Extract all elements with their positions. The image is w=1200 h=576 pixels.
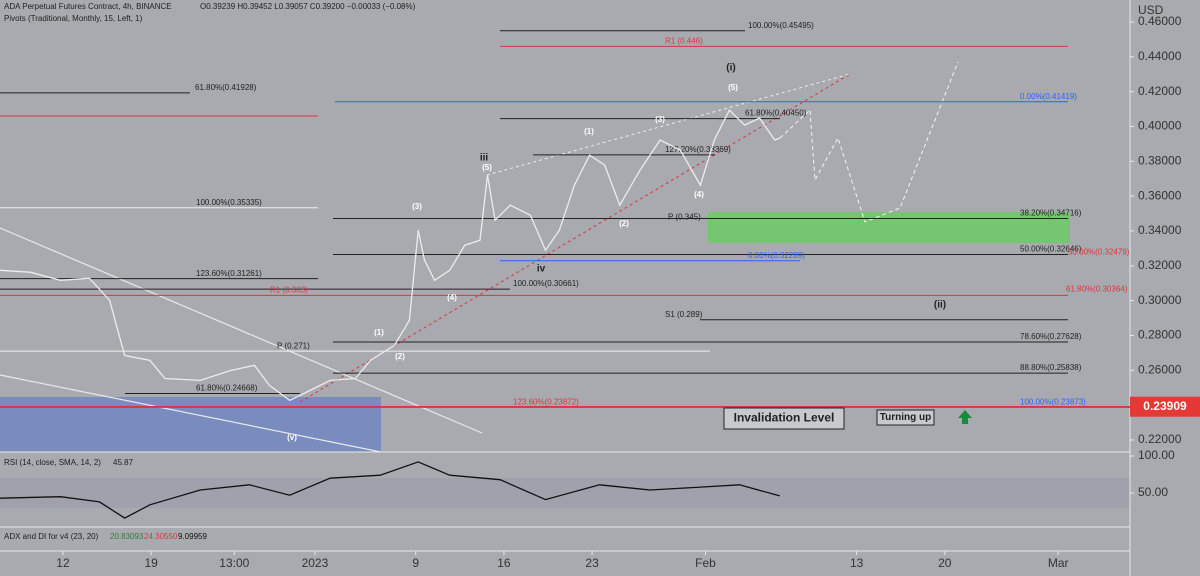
- y-tick-label: 0.30000: [1138, 293, 1182, 307]
- level-label: 100.00%(0.23873): [1020, 397, 1086, 406]
- annotation: Turning up: [880, 412, 931, 423]
- y-tick-label: 0.44000: [1138, 49, 1182, 63]
- x-tick-label: 13: [850, 556, 864, 570]
- rsi-title: RSI (14, close, SMA, 14, 2): [4, 458, 101, 467]
- x-tick-label: 9: [412, 556, 419, 570]
- level-label: S1 (0.289): [665, 310, 703, 319]
- y-tick-label: 0.40000: [1138, 119, 1182, 133]
- level-label: 123.60%(0.23872): [513, 397, 579, 406]
- level-label: 61.80%(0.40450): [745, 109, 807, 118]
- wave-label: iii: [480, 153, 489, 164]
- rsi-band: [0, 478, 1130, 508]
- ohlc: O0.39239 H0.39452 L0.39057 C0.39200 −0.0…: [200, 2, 416, 11]
- level-label: 100.00%(0.35335): [196, 198, 262, 207]
- x-tick-label: 23: [585, 556, 599, 570]
- wave-label: (2): [619, 219, 629, 228]
- symbol: ADA Perpetual Futures Contract, 4h, BINA…: [4, 2, 172, 11]
- x-tick-label: 19: [144, 556, 158, 570]
- x-tick-label: 2023: [302, 556, 329, 570]
- x-tick-label: Mar: [1048, 556, 1069, 570]
- y-tick-label: 0.34000: [1138, 223, 1182, 237]
- level-label: R1 (0.303): [270, 286, 308, 295]
- annotation: Invalidation Level: [734, 411, 835, 425]
- wave-label: (ii): [934, 300, 946, 311]
- y-tick-label: 0.38000: [1138, 153, 1182, 167]
- level-label: 61.80%(0.41928): [195, 83, 257, 92]
- y-tick-label: 0.46000: [1138, 14, 1182, 28]
- rsi-line: [0, 461, 780, 519]
- adx-reading: 24.30550: [144, 532, 178, 541]
- wave-label: (v): [287, 433, 297, 442]
- y-tick-label: 0.22000: [1138, 432, 1182, 446]
- demand-zone: [0, 397, 381, 452]
- wave-label: (1): [584, 127, 594, 136]
- level-label: R1 (0.446): [665, 36, 703, 45]
- rsi-value: 45.87: [113, 458, 134, 467]
- y-tick-label: 0.26000: [1138, 362, 1182, 376]
- level-label: 100.00%(0.30661): [513, 279, 579, 288]
- level-label: 88.80%(0.25838): [1020, 363, 1082, 372]
- pivots: Pivots (Traditional, Monthly, 15, Left, …: [4, 14, 143, 23]
- level-label: 100.00%(0.45495): [748, 21, 814, 30]
- wave-label: iv: [537, 264, 546, 275]
- y-tick-label: 0.36000: [1138, 188, 1182, 202]
- y-tick-label: 0.32000: [1138, 258, 1182, 272]
- level-label: 0.00%(0.32289): [748, 251, 805, 260]
- wave-label: (4): [694, 190, 704, 199]
- x-tick-label: 20: [938, 556, 952, 570]
- level-label: P (0.345): [668, 212, 701, 221]
- trend-line: [0, 374, 382, 453]
- adx-title: ADX and DI for v4 (23, 20): [4, 532, 99, 541]
- level-label: 123.60%(0.31261): [196, 269, 262, 278]
- y-tick-label: 100.00: [1138, 448, 1175, 462]
- level-label: P (0.271): [277, 341, 310, 350]
- x-tick-label: 12: [56, 556, 70, 570]
- wave-label: (2): [395, 352, 405, 361]
- level-label: 78.60%(0.27628): [1020, 332, 1082, 341]
- wave-label: (5): [728, 83, 738, 92]
- last-price-box: [1130, 396, 1200, 417]
- adx-reading: 9.09959: [178, 532, 207, 541]
- level-label: 61.80%(0.24668): [196, 384, 258, 393]
- x-tick-label: 13:00: [219, 556, 249, 570]
- level-label: 127.20%(0.38369): [665, 145, 731, 154]
- wave-label: (5): [482, 163, 492, 172]
- level-label: 50.00%(0.32646): [1020, 245, 1082, 254]
- target-zone: [708, 212, 1070, 243]
- wave-label: (4): [447, 293, 457, 302]
- level-label: 0.00%(0.41419): [1020, 92, 1077, 101]
- x-tick-label: 16: [497, 556, 511, 570]
- annotation-box: [876, 409, 935, 426]
- last-price-label: 0.23909: [1143, 399, 1187, 413]
- wave-label: (i): [726, 63, 735, 74]
- wave-label: (3): [412, 202, 422, 211]
- y-tick-label: 0.28000: [1138, 328, 1182, 342]
- trend-line: [0, 227, 483, 434]
- y-tick-label: 0.42000: [1138, 84, 1182, 98]
- adx-reading: 20.83093: [110, 532, 144, 541]
- level-label: 61.80%(0.30364): [1066, 284, 1128, 293]
- trend-line: [486, 73, 851, 176]
- arrow-up: [958, 410, 972, 424]
- currency: USD: [1138, 3, 1164, 17]
- annotation-box: [723, 407, 845, 430]
- level-label: 50.00%(0.32479): [1068, 248, 1130, 257]
- y-tick-label: 50.00: [1138, 485, 1168, 499]
- wave-label: (1): [374, 328, 384, 337]
- trend-line: [299, 73, 851, 403]
- price-line: [0, 109, 781, 402]
- wave-label: (3): [655, 115, 665, 124]
- x-tick-label: Feb: [695, 556, 716, 570]
- level-label: 38.20%(0.34716): [1020, 209, 1082, 218]
